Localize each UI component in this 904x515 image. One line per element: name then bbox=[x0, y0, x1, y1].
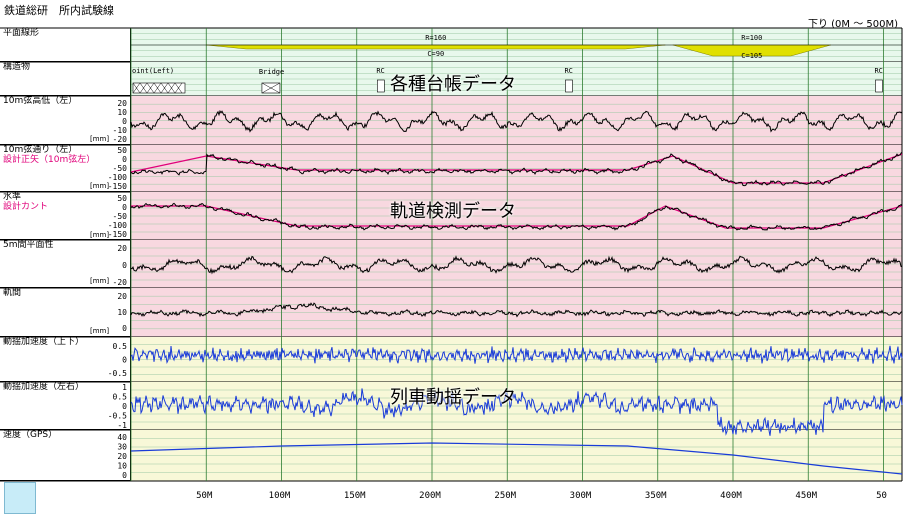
x-axis-label: 100M bbox=[269, 491, 291, 501]
cursor-box[interactable] bbox=[4, 482, 36, 514]
structure-rc-box bbox=[565, 79, 573, 93]
structure-bridge-label: Bridge bbox=[259, 68, 284, 76]
x-axis-label: 400M bbox=[720, 491, 742, 501]
row-label-column: 平面線形 構造物 10m弦高低（左） [mm] 10m弦通り（左） 設計正矢（10m… bbox=[0, 28, 131, 481]
tick-lateral: 0 bbox=[122, 402, 127, 411]
tick-gauge: 10 bbox=[117, 308, 127, 317]
tick-elevation: -10 bbox=[113, 126, 128, 135]
tick-alignment: -50 bbox=[113, 164, 128, 173]
tick-twist: -20 bbox=[113, 278, 128, 287]
hatch bbox=[167, 82, 176, 94]
direction-range: 下り (0M ～ 500M) bbox=[807, 19, 898, 30]
tick-twist: 0 bbox=[122, 261, 127, 270]
curve-2-cant: C=105 bbox=[741, 52, 762, 60]
overlay-track-inspection: 軌道検測データ bbox=[390, 201, 516, 222]
tick-cross-level: 50 bbox=[117, 194, 127, 203]
elevation-trace bbox=[130, 109, 903, 133]
tick-speed: 20 bbox=[117, 452, 127, 461]
tick-lateral: -0.5 bbox=[108, 412, 127, 421]
overlay-ledger: 各種台帳データ bbox=[390, 74, 516, 95]
tick-alignment: -150 bbox=[108, 182, 127, 191]
app-title: 鉄道総研 所内試験線 bbox=[4, 4, 114, 17]
tick-alignment: 0 bbox=[122, 155, 127, 164]
cross-level-trace bbox=[130, 202, 903, 231]
vertical-accel-trace bbox=[130, 345, 903, 365]
tick-alignment: -100 bbox=[108, 173, 127, 182]
speed-trace bbox=[130, 442, 903, 475]
curve-1-radius: R=160 bbox=[425, 34, 446, 42]
tick-elevation: 0 bbox=[122, 117, 127, 126]
hatch bbox=[160, 82, 169, 94]
overlay-vehicle-vibration: 列車動揺データ bbox=[390, 387, 516, 408]
tick-lateral: 1 bbox=[122, 383, 127, 392]
structure-rc-box bbox=[875, 79, 883, 93]
hatch bbox=[153, 82, 162, 94]
x-axis-label: 50 bbox=[876, 491, 887, 501]
alignment-trace bbox=[130, 151, 903, 187]
structure-rc-label: RC bbox=[874, 67, 882, 75]
hatch bbox=[139, 82, 148, 94]
cross-level-design-line bbox=[131, 205, 903, 229]
lateral-accel-trace bbox=[130, 388, 903, 436]
x-axis-label: 350M bbox=[645, 491, 667, 501]
x-axis-label: 450M bbox=[795, 491, 817, 501]
tick-cross-level: 0 bbox=[122, 203, 127, 212]
structure-joint-box bbox=[132, 82, 186, 94]
gauge-trace bbox=[130, 302, 903, 318]
tick-elevation: 20 bbox=[117, 99, 127, 108]
twist-trace bbox=[130, 255, 903, 275]
tick-cross-level: -150 bbox=[108, 230, 127, 239]
hatch bbox=[174, 82, 183, 94]
structure-joint-label: oint(Left) bbox=[132, 67, 174, 75]
tick-twist: 20 bbox=[117, 244, 127, 253]
curve-1-cant: C=90 bbox=[427, 50, 444, 58]
tick-lateral: -1 bbox=[117, 421, 127, 430]
tick-vertical: 0 bbox=[122, 356, 127, 365]
tick-gauge: 20 bbox=[117, 292, 127, 301]
tick-vertical: -0.5 bbox=[108, 369, 127, 378]
x-axis-label: 250M bbox=[494, 491, 516, 501]
curve-1-shape bbox=[206, 44, 666, 50]
tick-speed: 30 bbox=[117, 443, 127, 452]
tick-vertical: 0.5 bbox=[113, 342, 128, 351]
x-axis-label: 300M bbox=[570, 491, 592, 501]
tick-elevation: 10 bbox=[117, 108, 127, 117]
hatch bbox=[146, 82, 155, 94]
tick-speed: 0 bbox=[122, 471, 127, 480]
tick-cross-level: -100 bbox=[108, 221, 127, 230]
structure-rc-label: RC bbox=[564, 67, 572, 75]
structure-rc-box bbox=[377, 79, 385, 93]
x-axis-label: 200M bbox=[419, 491, 441, 501]
hatch bbox=[132, 82, 141, 94]
structure-rc-label: RC bbox=[376, 67, 384, 75]
x-axis-label: 150M bbox=[344, 491, 366, 501]
tick-speed: 40 bbox=[117, 433, 127, 442]
tick-lateral: 0.5 bbox=[113, 393, 128, 402]
tick-alignment: 50 bbox=[117, 146, 127, 155]
tick-gauge: 0 bbox=[122, 324, 127, 333]
hatch bbox=[261, 82, 281, 94]
tick-elevation: -20 bbox=[113, 135, 128, 144]
curve-2-radius: R=100 bbox=[741, 34, 762, 42]
tick-cross-level: -50 bbox=[113, 212, 128, 221]
tick-speed: 10 bbox=[117, 462, 127, 471]
x-axis-label: 50M bbox=[196, 491, 213, 501]
